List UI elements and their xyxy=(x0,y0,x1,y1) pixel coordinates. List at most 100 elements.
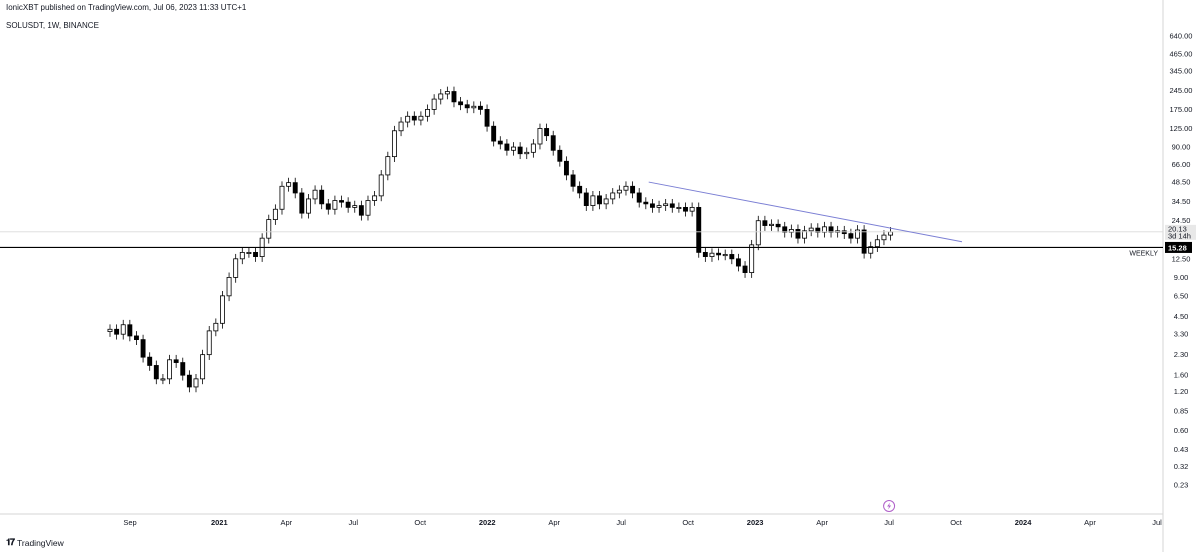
price-tick-label: 24.50 xyxy=(1172,216,1191,225)
candle-down xyxy=(153,365,159,380)
price-tick-label: 1.60 xyxy=(1174,371,1189,380)
candle-up xyxy=(676,206,682,209)
last-price-value: 20.13 xyxy=(1168,224,1187,233)
time-axis[interactable]: Sep 2021 Apr Jul Oct 2022 Apr Jul Oct 2023 Apr Jul O… xyxy=(123,518,1162,527)
candle-up xyxy=(663,203,669,206)
candle-down xyxy=(134,335,139,341)
candle-down xyxy=(114,328,120,335)
candle-down xyxy=(477,105,483,110)
candle-up xyxy=(306,198,311,214)
time-tick-label: Oct xyxy=(950,518,963,527)
candle-up xyxy=(272,208,278,220)
candle-up xyxy=(213,322,219,332)
price-tick-label: 345.00 xyxy=(1170,66,1193,75)
candle-up xyxy=(709,252,715,257)
weekly-level-badge xyxy=(1165,241,1192,253)
candle-up xyxy=(656,205,662,208)
candle-up xyxy=(425,109,430,117)
candle-up xyxy=(193,378,199,388)
price-tick-label: 0.43 xyxy=(1174,445,1189,454)
candle-up xyxy=(352,205,358,208)
candle-down xyxy=(345,201,351,208)
candle-up xyxy=(802,230,808,239)
candle-down xyxy=(497,140,503,145)
candle-down xyxy=(782,226,788,233)
time-tick-label: 2023 xyxy=(747,518,764,527)
time-tick-label: 2022 xyxy=(479,518,496,527)
candle-up xyxy=(372,195,378,201)
time-tick-label: 2021 xyxy=(211,518,228,527)
candle-up xyxy=(874,239,880,248)
candle-down xyxy=(358,205,364,216)
candle-down xyxy=(186,374,192,388)
candle-down xyxy=(696,206,702,253)
candle-up xyxy=(385,156,391,176)
candle-down xyxy=(491,125,497,142)
time-tick-label: Apr xyxy=(548,518,560,527)
price-tick-label: 465.00 xyxy=(1170,50,1193,59)
candle-up xyxy=(246,251,252,254)
candle-down xyxy=(583,192,589,206)
publish-info: IonicXBT published on TradingView.com, J… xyxy=(6,3,247,12)
candle-up xyxy=(444,91,450,95)
time-tick-label: Apr xyxy=(1084,518,1096,527)
candle-down xyxy=(742,265,748,273)
candle-down xyxy=(729,254,735,260)
candle-down xyxy=(484,109,490,127)
price-tick-label: 4.50 xyxy=(1174,312,1189,321)
candle-down xyxy=(147,356,153,366)
tradingview-logo[interactable]: 𝟏𝟕 TradingView xyxy=(6,537,64,548)
time-tick-label: Oct xyxy=(682,518,695,527)
candle-down xyxy=(550,135,556,151)
candle-up xyxy=(722,254,728,257)
candle-down xyxy=(828,226,834,233)
candle-down xyxy=(570,174,576,187)
candle-down xyxy=(411,115,417,121)
time-tick-label: Sep xyxy=(123,518,136,527)
time-tick-label: Jul xyxy=(884,518,894,527)
candle-down xyxy=(630,185,636,194)
candle-down xyxy=(292,182,298,194)
candle-up xyxy=(471,105,477,109)
candle-up xyxy=(524,151,530,155)
candle-down xyxy=(848,233,854,239)
candle-up xyxy=(881,234,887,241)
price-tick-label: 640.00 xyxy=(1170,32,1193,41)
weekly-level-value: 15.28 xyxy=(1168,243,1187,252)
candle-down xyxy=(464,104,470,109)
price-tick-label: 0.60 xyxy=(1174,426,1189,435)
candle-up xyxy=(279,185,285,210)
candle-down xyxy=(173,359,179,363)
candle-down xyxy=(451,91,457,103)
candle-up xyxy=(616,189,622,194)
candle-up xyxy=(821,226,827,233)
candle-down xyxy=(140,339,146,358)
price-tick-label: 66.00 xyxy=(1172,160,1191,169)
candle-up xyxy=(689,206,695,212)
candle-down xyxy=(563,160,569,176)
time-tick-label: Oct xyxy=(414,518,427,527)
candle-down xyxy=(299,192,305,214)
candle-up xyxy=(107,328,113,332)
candle-up xyxy=(610,192,616,200)
candle-up xyxy=(312,189,318,200)
candle-down xyxy=(762,220,768,226)
candle-up xyxy=(431,98,437,110)
price-axis[interactable]: 640.00 465.00 345.00 245.00 175.00 125.00 90.0… xyxy=(1170,32,1193,490)
price-tick-label: 245.00 xyxy=(1170,86,1193,95)
price-tick-label: 2.30 xyxy=(1174,350,1189,359)
time-tick-label: Jul xyxy=(348,518,358,527)
price-tick-label: 0.23 xyxy=(1174,481,1189,490)
tradingview-logo-icon: 𝟏𝟕 xyxy=(6,537,15,547)
price-tick-label: 0.85 xyxy=(1174,406,1189,415)
candle-down xyxy=(795,229,801,239)
time-tick-label: Apr xyxy=(280,518,292,527)
price-tick-label: 34.50 xyxy=(1172,197,1191,206)
candle-up xyxy=(398,121,404,132)
levels: WEEKLY xyxy=(0,181,1163,512)
candle-up xyxy=(378,174,384,197)
price-tick-label: 48.50 xyxy=(1172,178,1191,187)
candle-up xyxy=(391,130,397,158)
candle-down xyxy=(683,206,688,212)
